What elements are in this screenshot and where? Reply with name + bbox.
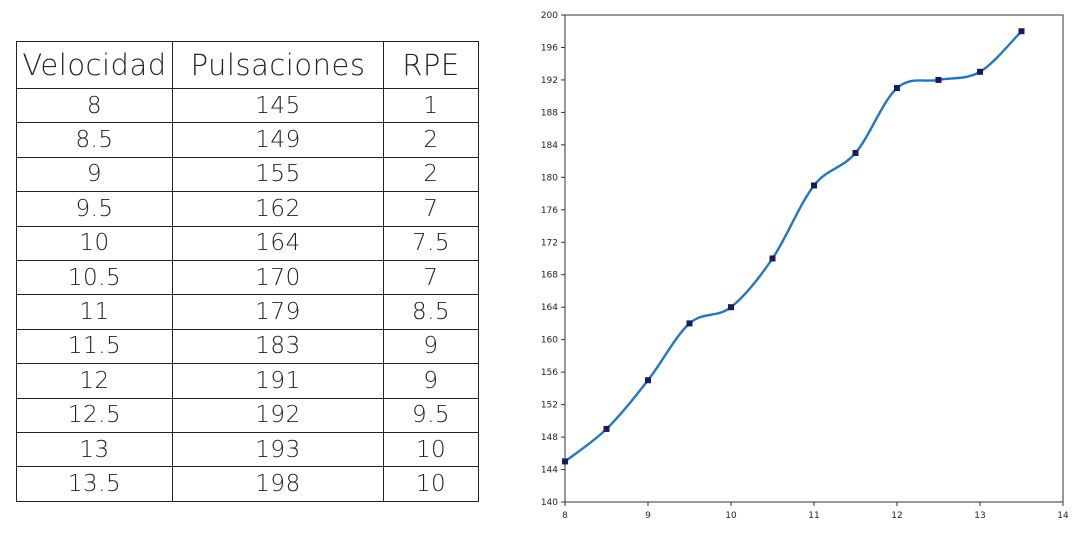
cell-rpe: 7.5	[383, 225, 479, 261]
table-row: 9 155 2	[16, 156, 479, 193]
y-tick-label: 156	[541, 368, 558, 378]
cell-velocidad: 10.5	[16, 259, 173, 296]
table-row: 10 164 7.5	[16, 225, 479, 261]
table-row: 8 145 1	[16, 87, 479, 124]
x-tick-label: 8	[562, 511, 568, 521]
cell-rpe: 9	[383, 363, 479, 399]
cell-rpe: 10	[383, 466, 479, 502]
y-tick-label: 196	[541, 43, 558, 53]
table-row: 8.5 149 2	[16, 122, 479, 158]
y-tick-label: 188	[541, 108, 558, 118]
cell-pulsaciones: 191	[172, 363, 384, 399]
cell-pulsaciones: 149	[172, 122, 384, 158]
table-row: 13 193 10	[16, 431, 479, 468]
data-point	[811, 182, 817, 189]
data-point	[686, 320, 693, 327]
data-point	[977, 68, 983, 75]
table-row: 12 191 9	[16, 363, 479, 399]
y-tick-label: 164	[541, 303, 558, 313]
table-row: 9.5 162 7	[16, 191, 479, 227]
y-tick-label: 192	[541, 76, 558, 86]
cell-rpe: 10	[383, 431, 479, 468]
header-velocidad: Velocidad	[16, 41, 173, 89]
cell-velocidad: 12	[16, 363, 173, 399]
cell-rpe: 9.5	[383, 397, 479, 433]
data-point	[645, 377, 651, 384]
header-pulsaciones: Pulsaciones	[172, 41, 384, 89]
data-point	[769, 255, 776, 262]
x-tick-label: 10	[725, 511, 737, 521]
cell-velocidad: 12.5	[16, 397, 173, 433]
cell-pulsaciones: 183	[172, 328, 384, 365]
cell-pulsaciones: 170	[172, 259, 384, 296]
x-tick-label: 13	[974, 511, 985, 521]
cell-rpe: 8.5	[383, 294, 479, 330]
y-tick-label: 172	[541, 238, 558, 248]
cell-rpe: 9	[383, 328, 479, 365]
table-row: 11.5 183 9	[16, 328, 479, 365]
y-tick-label: 148	[541, 433, 558, 443]
y-tick-label: 168	[541, 271, 558, 281]
data-point	[562, 458, 568, 465]
x-tick-label: 9	[645, 511, 651, 521]
y-tick-label: 180	[541, 173, 558, 183]
data-point	[603, 425, 610, 432]
cell-velocidad: 11.5	[16, 328, 173, 365]
y-tick-label: 176	[541, 206, 558, 216]
data-point	[935, 76, 942, 83]
data-point	[1018, 28, 1025, 35]
table-row: 12.5 192 9.5	[16, 397, 479, 433]
cell-rpe: 2	[383, 122, 479, 158]
cell-rpe: 2	[383, 156, 479, 193]
y-tick-label: 152	[541, 401, 558, 411]
cell-pulsaciones: 179	[172, 294, 384, 330]
cell-velocidad: 11	[16, 294, 173, 330]
y-tick-label: 140	[541, 498, 558, 508]
cell-pulsaciones: 155	[172, 156, 384, 193]
y-tick-label: 184	[541, 141, 558, 151]
x-tick-label: 12	[891, 511, 902, 521]
table-row: 10.5 170 7	[16, 259, 479, 296]
cell-rpe: 7	[383, 191, 479, 227]
data-table: Velocidad Pulsaciones RPE 8 145 1 8.5 149 2 9 1…	[16, 41, 479, 502]
cell-velocidad: 13.5	[16, 466, 173, 502]
cell-velocidad: 8.5	[16, 122, 173, 158]
y-tick-label: 160	[541, 336, 558, 346]
data-point	[852, 149, 859, 156]
header-rpe: RPE	[383, 41, 479, 89]
table-row: 11 179 8.5	[16, 294, 479, 330]
table-body: 8 145 1 8.5 149 2 9 155 2 9.5 162 7 10 164 7.5 10.5 170 7…	[16, 87, 479, 502]
cell-pulsaciones: 164	[172, 225, 384, 261]
cell-rpe: 7	[383, 259, 479, 296]
data-point	[728, 304, 734, 311]
cell-velocidad: 13	[16, 431, 173, 468]
series-line	[564, 30, 1023, 463]
x-axis: 8 9 10 11 12 13 14	[562, 502, 1068, 521]
cell-pulsaciones: 198	[172, 466, 384, 502]
cell-pulsaciones: 193	[172, 431, 384, 468]
cell-pulsaciones: 192	[172, 397, 384, 433]
y-tick-label: 144	[541, 466, 558, 476]
plot-area	[564, 14, 1064, 503]
cell-velocidad: 8	[16, 87, 173, 124]
cell-velocidad: 10	[16, 225, 173, 261]
x-tick-label: 14	[1057, 511, 1068, 521]
x-tick-label: 11	[808, 511, 819, 521]
data-point	[894, 85, 900, 92]
table-row: 13.5 198 10	[16, 466, 479, 502]
y-axis: 140 144 148 152 156 160 164 168 172 176 180 184 188 1…	[541, 11, 565, 508]
series-markers	[562, 28, 1025, 465]
cell-velocidad: 9.5	[16, 191, 173, 227]
table-header-row: Velocidad Pulsaciones RPE	[16, 41, 479, 89]
cell-pulsaciones: 162	[172, 191, 384, 227]
y-tick-label: 200	[541, 11, 558, 21]
cell-velocidad: 9	[16, 156, 173, 193]
line-chart: 1401441481521561601641681721761801841881…	[541, 11, 1068, 521]
cell-pulsaciones: 145	[172, 87, 384, 124]
cell-rpe: 1	[383, 87, 479, 124]
